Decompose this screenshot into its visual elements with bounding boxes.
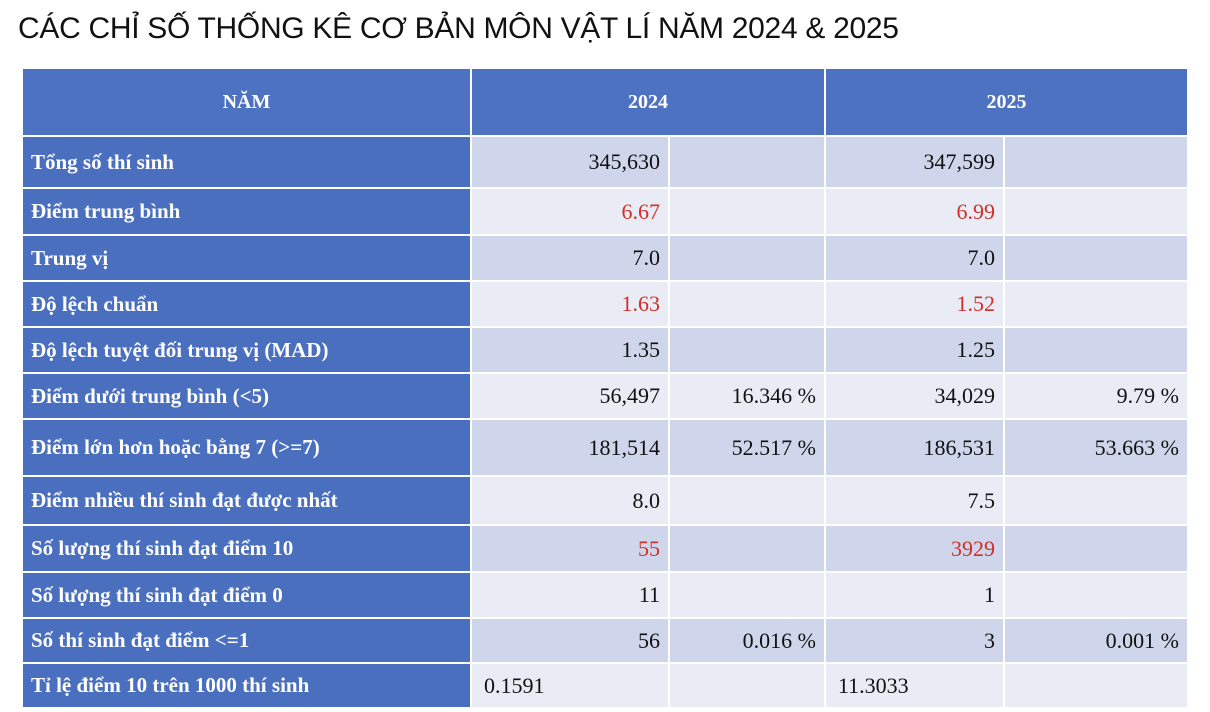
value-cell: 6.67	[470, 187, 670, 236]
row-label: Số thí sinh đạt điểm <=1	[21, 617, 472, 664]
percent-cell	[668, 524, 826, 573]
table-row: Số lượng thí sinh đạt điểm 10 55 3929	[21, 524, 1189, 573]
percent-cell	[1003, 326, 1189, 374]
percent-cell	[668, 475, 826, 526]
percent-cell: 0.016 %	[668, 617, 826, 664]
value-cell: 7.0	[824, 234, 1005, 282]
value-cell: 56,497	[470, 372, 670, 420]
value-cell: 11	[470, 571, 670, 619]
value-cell: 11.3033	[824, 662, 1005, 709]
table-row: Số thí sinh đạt điểm <=1 56 0.016 % 3 0.001 …	[21, 617, 1189, 664]
value-cell: 6.99	[824, 187, 1005, 236]
percent-cell	[668, 662, 826, 709]
table-row: Tổng số thí sinh 345,630 347,599	[21, 135, 1189, 189]
row-label: Độ lệch tuyệt đối trung vị (MAD)	[21, 326, 472, 374]
value-cell: 56	[470, 617, 670, 664]
percent-cell	[1003, 475, 1189, 526]
value-cell: 1.25	[824, 326, 1005, 374]
stats-table: NĂM 2024 2025 Tổng số thí sinh 345,630 347…	[21, 67, 1189, 709]
table-row: Số lượng thí sinh đạt điểm 0 11 1	[21, 571, 1189, 619]
percent-cell	[1003, 234, 1189, 282]
row-label: Tỉ lệ điểm 10 trên 1000 thí sinh	[21, 662, 472, 709]
row-label: Trung vị	[21, 234, 472, 282]
value-cell: 8.0	[470, 475, 670, 526]
percent-cell	[668, 280, 826, 328]
header-cell: NĂM	[21, 67, 472, 137]
value-cell: 7.5	[824, 475, 1005, 526]
percent-cell: 53.663 %	[1003, 418, 1189, 477]
table-row: Điểm trung bình 6.67 6.99	[21, 187, 1189, 236]
value-cell: 347,599	[824, 135, 1005, 189]
percent-cell	[668, 187, 826, 236]
value-cell: 1.52	[824, 280, 1005, 328]
percent-cell: 52.517 %	[668, 418, 826, 477]
value-cell: 3929	[824, 524, 1005, 573]
value-cell: 345,630	[470, 135, 670, 189]
percent-cell: 16.346 %	[668, 372, 826, 420]
row-label: Số lượng thí sinh đạt điểm 10	[21, 524, 472, 573]
value-cell: 1.35	[470, 326, 670, 374]
percent-cell	[1003, 571, 1189, 619]
row-label: Điểm lớn hơn hoặc bằng 7 (>=7)	[21, 418, 472, 477]
percent-cell	[668, 135, 826, 189]
value-cell: 186,531	[824, 418, 1005, 477]
percent-cell	[1003, 135, 1189, 189]
percent-cell	[1003, 524, 1189, 573]
percent-cell	[1003, 662, 1189, 709]
table-row: Độ lệch chuẩn 1.63 1.52	[21, 280, 1189, 328]
value-cell: 55	[470, 524, 670, 573]
header-cell: 2025	[824, 67, 1189, 137]
table-row: Trung vị 7.0 7.0	[21, 234, 1189, 282]
table-row: Điểm nhiều thí sinh đạt được nhất 8.0 7.5	[21, 475, 1189, 526]
percent-cell	[1003, 280, 1189, 328]
header-cell: 2024	[470, 67, 826, 137]
title: CÁC CHỈ SỐ THỐNG KÊ CƠ BẢN MÔN VẬT LÍ NĂ…	[18, 12, 899, 45]
table-row: Điểm dưới trung bình (<5) 56,497 16.346 % 3…	[21, 372, 1189, 420]
value-cell: 3	[824, 617, 1005, 664]
header-row: NĂM 2024 2025	[21, 67, 1189, 137]
row-label: Độ lệch chuẩn	[21, 280, 472, 328]
value-cell: 1	[824, 571, 1005, 619]
value-cell: 1.63	[470, 280, 670, 328]
value-cell: 0.1591	[470, 662, 670, 709]
row-label: Số lượng thí sinh đạt điểm 0	[21, 571, 472, 619]
table-row: Điểm lớn hơn hoặc bằng 7 (>=7) 181,514 52.…	[21, 418, 1189, 477]
row-label: Điểm dưới trung bình (<5)	[21, 372, 472, 420]
table-row: Tỉ lệ điểm 10 trên 1000 thí sinh 0.1591 11…	[21, 662, 1189, 709]
percent-cell	[668, 326, 826, 374]
row-label: Tổng số thí sinh	[21, 135, 472, 189]
table-row: Độ lệch tuyệt đối trung vị (MAD) 1.35 1.25	[21, 326, 1189, 374]
percent-cell	[1003, 187, 1189, 236]
row-label: Điểm nhiều thí sinh đạt được nhất	[21, 475, 472, 526]
row-label: Điểm trung bình	[21, 187, 472, 236]
value-cell: 34,029	[824, 372, 1005, 420]
percent-cell: 9.79 %	[1003, 372, 1189, 420]
value-cell: 181,514	[470, 418, 670, 477]
percent-cell	[668, 234, 826, 282]
percent-cell: 0.001 %	[1003, 617, 1189, 664]
value-cell: 7.0	[470, 234, 670, 282]
percent-cell	[668, 571, 826, 619]
